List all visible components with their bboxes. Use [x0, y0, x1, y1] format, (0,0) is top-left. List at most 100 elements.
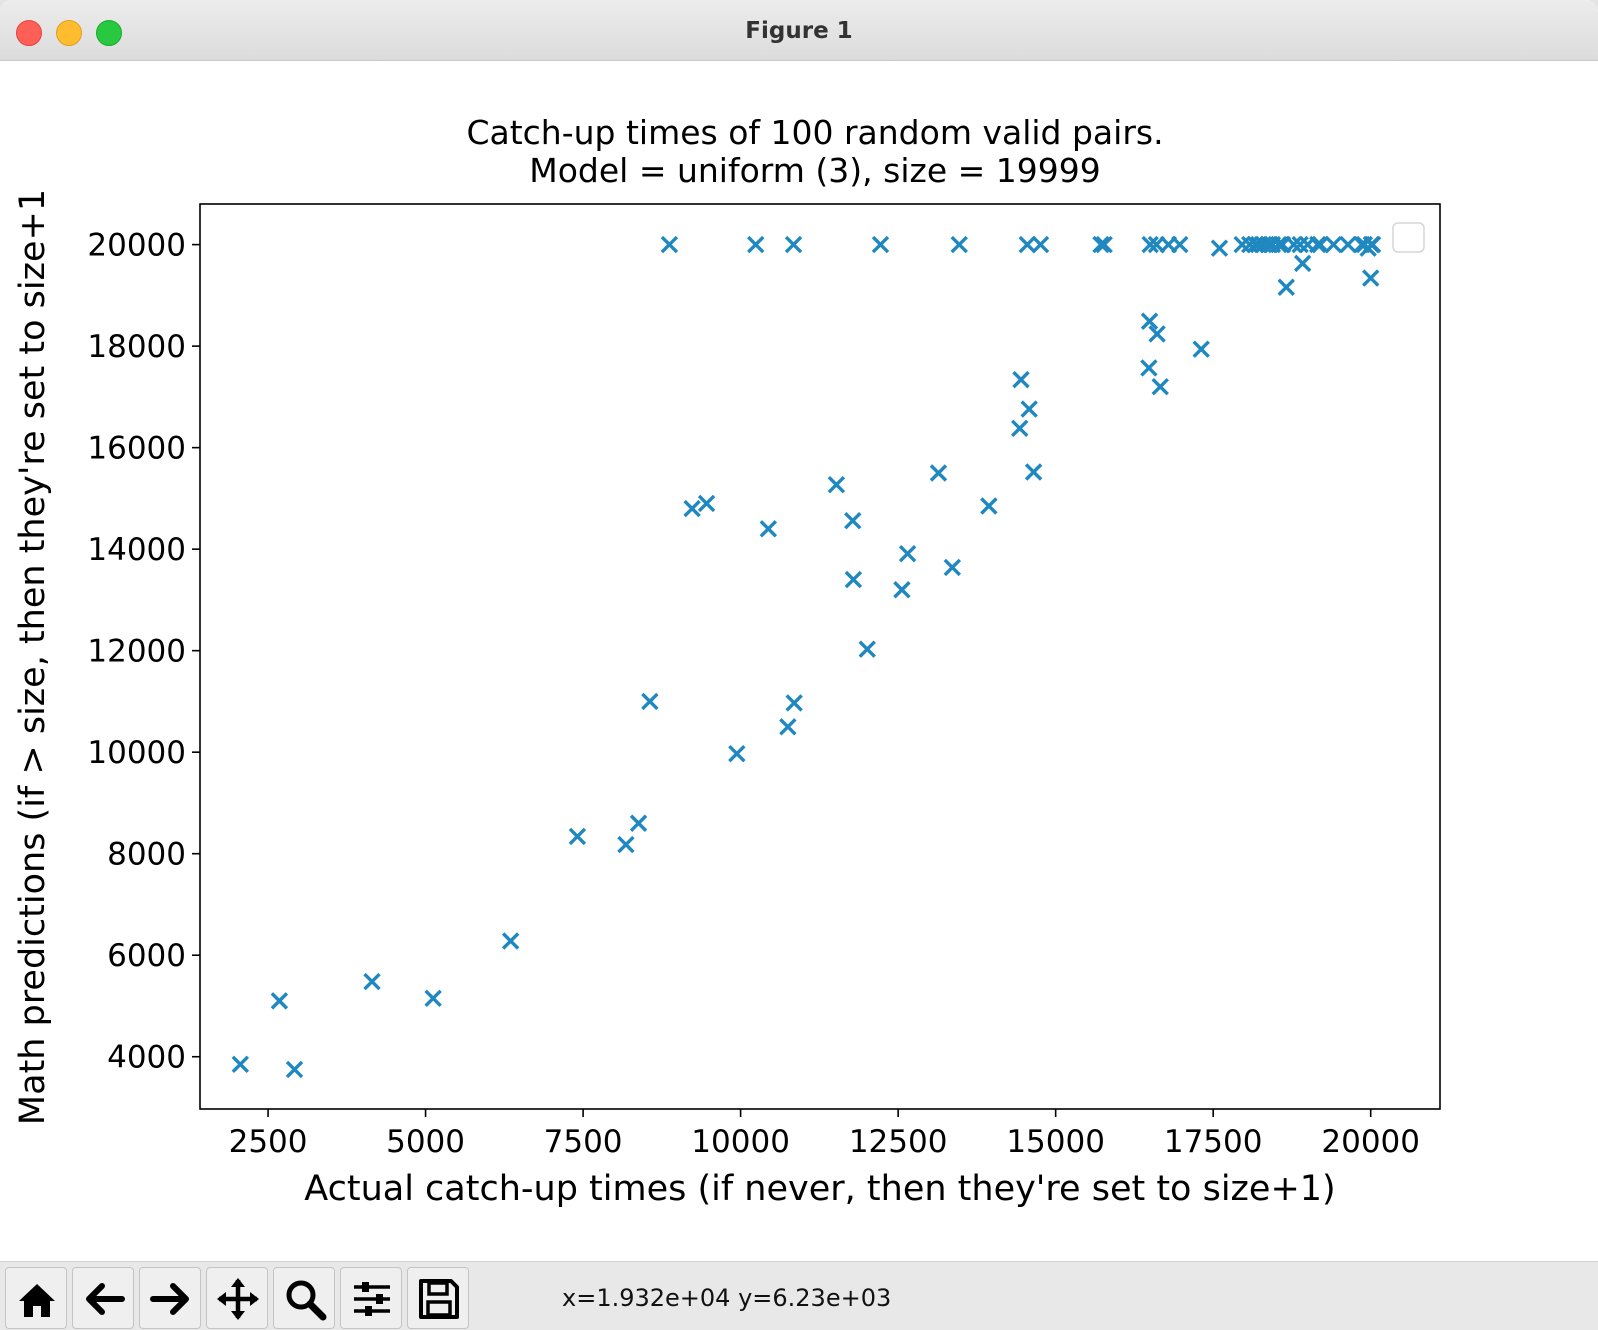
chart-title-line-2: Model = uniform (3), size = 19999: [529, 151, 1100, 190]
search-icon: [286, 1280, 327, 1321]
data-point-marker: [1141, 235, 1159, 254]
y-tick-label: 16000: [87, 431, 186, 467]
data-point-marker: [779, 718, 797, 736]
x-tick-label: 2500: [229, 1124, 308, 1160]
y-tick-label: 18000: [87, 329, 186, 365]
home-button[interactable]: [5, 1267, 67, 1329]
data-point-marker: [1363, 235, 1382, 254]
data-point-marker: [1031, 235, 1050, 254]
data-point-marker: [617, 835, 635, 854]
data-point-marker: [683, 499, 701, 518]
data-point-marker: [1171, 235, 1189, 254]
data-point-marker: [785, 694, 803, 712]
x-tick-label: 10000: [691, 1124, 790, 1160]
x-axis-ticks: 2500 5000 7500 10000 12500 15000 17500 20000: [229, 1109, 1420, 1160]
data-point-marker: [1095, 235, 1113, 254]
x-tick-label: 12500: [849, 1124, 948, 1160]
forward-button[interactable]: [139, 1267, 201, 1329]
x-tick-label: 7500: [544, 1124, 623, 1160]
data-point-marker: [893, 581, 911, 599]
legend-box: [1392, 222, 1425, 253]
y-axis-ticks: 4000 6000 8000 10000 12000 14000 16000 18000 200…: [87, 228, 200, 1076]
navigation-toolbar: [0, 1261, 1598, 1330]
title-bar[interactable]: Figure 1: [0, 0, 1598, 61]
close-window-button[interactable]: [16, 20, 42, 46]
arrow-left-icon: [86, 1283, 125, 1315]
data-point-marker: [1018, 235, 1037, 254]
data-point-marker: [1324, 235, 1343, 254]
x-tick-label: 20000: [1321, 1124, 1420, 1160]
data-point-marker: [844, 570, 863, 589]
data-point-marker: [641, 692, 659, 711]
data-point-marker: [501, 932, 520, 950]
data-point-marker: [898, 545, 917, 563]
data-point-marker: [1233, 235, 1251, 254]
save-icon: [419, 1279, 459, 1319]
maximize-window-button[interactable]: [96, 20, 122, 46]
arrow-right-icon: [150, 1283, 189, 1315]
data-point-marker: [980, 497, 998, 515]
chart-title-line-1: Catch-up times of 100 random valid pairs…: [466, 113, 1163, 152]
cursor-coordinates: x=1.932e+04 y=6.23e+03: [562, 1284, 892, 1312]
data-point-marker: [858, 640, 876, 658]
y-tick-label: 12000: [87, 634, 186, 670]
y-tick-label: 20000: [87, 228, 186, 264]
data-point-marker: [1011, 419, 1029, 438]
chart-title: Catch-up times of 100 random valid pairs…: [466, 113, 1163, 190]
data-point-marker: [1291, 235, 1309, 254]
x-tick-label: 15000: [1006, 1124, 1105, 1160]
data-point-marker: [1024, 463, 1043, 481]
plot-area-frame: [199, 203, 1441, 1110]
data-point-marker: [827, 475, 846, 494]
configure-subplots-button[interactable]: [340, 1267, 402, 1329]
data-point-marker: [871, 235, 890, 254]
minimize-window-button[interactable]: [56, 20, 82, 46]
y-tick-label: 10000: [87, 735, 186, 771]
move-icon: [217, 1278, 259, 1320]
data-point-marker: [697, 494, 716, 513]
pan-button[interactable]: [206, 1267, 268, 1329]
data-point-marker: [943, 558, 962, 577]
data-point-marker: [1293, 254, 1312, 273]
data-point-marker: [759, 520, 778, 538]
data-point-marker: [844, 512, 862, 530]
figure-canvas[interactable]: Catch-up times of 100 random valid pairs…: [0, 61, 1598, 1261]
data-point-marker: [1192, 340, 1210, 358]
data-points: [231, 235, 1382, 1079]
data-point-marker: [747, 235, 765, 254]
y-axis-label: Math predictions (if > size, then they'r…: [13, 189, 53, 1125]
data-point-marker: [1210, 239, 1229, 257]
data-point-marker: [1311, 235, 1329, 254]
x-tick-label: 5000: [386, 1124, 465, 1160]
scatter-chart[interactable]: Catch-up times of 100 random valid pairs…: [0, 61, 1598, 1261]
data-point-marker: [660, 235, 679, 254]
data-point-marker: [1148, 325, 1166, 343]
sliders-icon: [354, 1282, 390, 1316]
data-point-marker: [1277, 278, 1295, 296]
x-axis-label: Actual catch-up times (if never, then th…: [304, 1169, 1335, 1209]
data-point-marker: [629, 814, 648, 832]
data-point-marker: [424, 989, 442, 1008]
data-point-marker: [1309, 235, 1327, 254]
x-tick-label: 17500: [1164, 1124, 1263, 1160]
data-point-marker: [270, 992, 289, 1010]
home-icon: [19, 1284, 55, 1317]
data-point-marker: [1339, 235, 1357, 254]
data-point-marker: [1140, 359, 1158, 377]
data-point-marker: [285, 1060, 304, 1079]
y-tick-label: 8000: [107, 837, 186, 873]
save-button[interactable]: [407, 1267, 469, 1329]
back-button[interactable]: [72, 1267, 134, 1329]
window-title: Figure 1: [745, 18, 853, 44]
zoom-button[interactable]: [273, 1267, 335, 1329]
data-point-marker: [1012, 370, 1030, 389]
data-point-marker: [568, 827, 587, 846]
data-point-marker: [1020, 400, 1038, 418]
y-tick-label: 4000: [107, 1040, 186, 1076]
data-point-marker: [784, 235, 803, 254]
y-tick-label: 6000: [107, 938, 186, 974]
data-point-marker: [728, 744, 746, 763]
data-point-marker: [1140, 312, 1159, 330]
data-point-marker: [363, 972, 381, 991]
